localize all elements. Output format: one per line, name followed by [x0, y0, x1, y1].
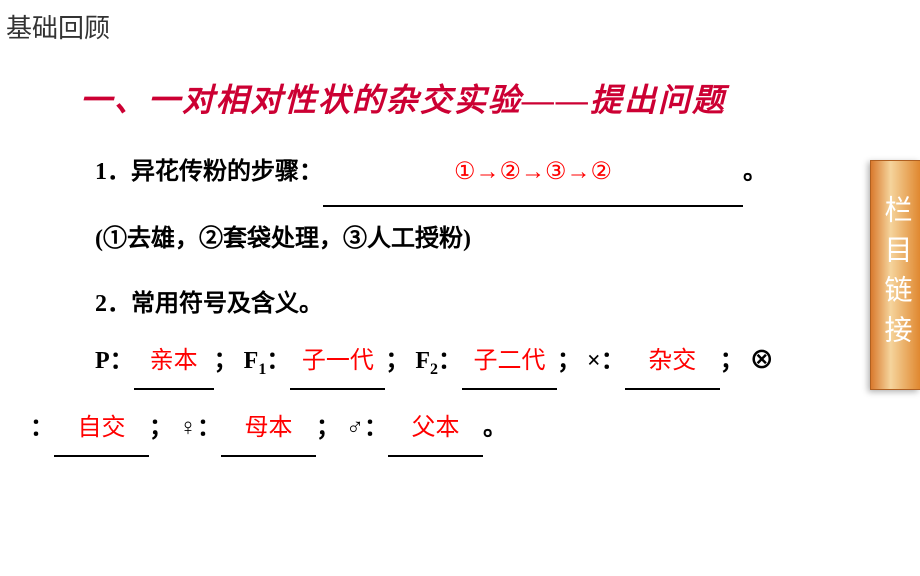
f1-blank: 子一代 — [290, 335, 385, 390]
cross-blank: 杂交 — [625, 335, 720, 390]
female-answer: 母本 — [245, 415, 293, 441]
question-2: 2．常用符号及含义。 — [95, 272, 845, 337]
f2-colon: ： — [438, 348, 462, 374]
q2-label: 常用符号及含义。 — [131, 291, 323, 317]
page-header: 基础回顾 — [6, 8, 110, 45]
end-period: 。 — [483, 415, 507, 441]
f2-label: ； F — [385, 348, 430, 374]
self-answer: 自交 — [78, 415, 126, 441]
f2-answer: 子二代 — [474, 348, 546, 374]
f2-blank: 子二代 — [462, 335, 557, 390]
q2-number: 2． — [95, 291, 131, 317]
self-colon: ： — [30, 415, 54, 441]
section-title: 一、一对相对性状的杂交实验——提出问题 — [80, 75, 726, 121]
f2-sub: 2 — [430, 361, 438, 378]
f1-answer: 子一代 — [302, 348, 374, 374]
q1-blank: ①→②→③→② — [323, 140, 743, 207]
female-label: ； ♀： — [149, 415, 221, 441]
male-blank: 父本 — [388, 402, 483, 457]
q1-note: (①去雄，②套袋处理，③人工授粉) — [95, 207, 845, 272]
p-answer: 亲本 — [150, 348, 198, 374]
cross-label: ； ×： — [557, 348, 625, 374]
content-area: 1．异花传粉的步骤： ①→②→③→② 。 (①去雄，②套袋处理，③人工授粉) 2．常… — [95, 140, 845, 336]
self-blank: 自交 — [54, 402, 149, 457]
question-1: 1．异花传粉的步骤： ①→②→③→② 。 — [95, 140, 845, 207]
q1-period: 。 — [743, 159, 767, 185]
male-answer: 父本 — [412, 415, 460, 441]
symbols-block: P：亲本； F1：子一代； F2：子二代； ×：杂交； ⊗ ：自交； ♀：母本；… — [30, 335, 850, 457]
self-label: ； ⊗ — [720, 348, 774, 374]
nav-tab[interactable]: 栏目链接 — [870, 160, 920, 390]
p-blank: 亲本 — [134, 335, 214, 390]
f1-colon: ： — [266, 348, 290, 374]
q1-number: 1． — [95, 159, 131, 185]
q1-label: 异花传粉的步骤： — [131, 159, 323, 185]
male-label: ； ♂： — [316, 415, 388, 441]
q1-answer: ①→②→③→② — [454, 159, 612, 185]
female-blank: 母本 — [221, 402, 316, 457]
p-label: P： — [95, 348, 134, 374]
f1-label: ； F — [214, 348, 259, 374]
cross-answer: 杂交 — [648, 348, 696, 374]
